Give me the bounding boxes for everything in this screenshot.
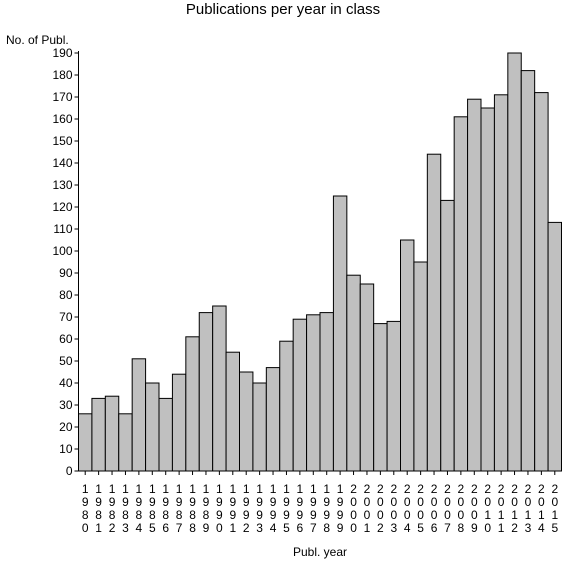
bar-1991 (225, 351, 241, 472)
bar-2000 (346, 274, 361, 472)
bar-1990 (212, 305, 227, 472)
bars-group (78, 52, 563, 472)
bar-1994 (265, 367, 281, 472)
bar-1989 (198, 312, 214, 472)
y-tick-label: 30 (59, 398, 73, 412)
y-tick-label: 180 (52, 68, 72, 82)
bar-2014 (534, 92, 549, 472)
chart-title: Publications per year in class (186, 1, 380, 18)
y-tick-label: 80 (59, 288, 73, 302)
y-tick-label: 90 (59, 266, 73, 280)
bar-1992 (239, 371, 254, 472)
bar-1986 (158, 397, 173, 472)
bar-1996 (292, 318, 308, 472)
bar-1985 (145, 382, 160, 472)
bar-1981 (91, 397, 106, 472)
y-tick-label: 140 (52, 156, 72, 170)
bar-2003 (386, 320, 401, 472)
y-tick-label: 150 (52, 134, 72, 148)
bar-2006 (426, 153, 442, 472)
bar-2005 (413, 261, 428, 472)
y-tick-label: 50 (59, 354, 73, 368)
bar-2012 (507, 52, 522, 472)
bar-2007 (440, 199, 455, 472)
bar-2015 (547, 221, 563, 472)
bar-1982 (104, 395, 120, 472)
bar-1983 (118, 413, 133, 472)
bar-2013 (520, 70, 536, 472)
bar-1993 (252, 382, 267, 472)
x-axis-ticks: 1 9 8 0 1 9 8 1 1 9 8 2 1 9 8 3 1 9 8 4 1 9 8 5 1 9 8 6 1 9 8 7 1 9 8 8 1 9 8 9… (82, 471, 558, 535)
y-tick-label: 100 (52, 244, 72, 258)
bar-1984 (131, 358, 147, 472)
y-tick-label: 20 (59, 420, 73, 434)
bar-2002 (373, 323, 388, 472)
bar-2011 (493, 94, 509, 472)
y-tick-label: 120 (52, 200, 72, 214)
y-axis-label: No. of Publ. (6, 33, 69, 47)
bar-1995 (279, 340, 294, 472)
bar-2001 (359, 283, 375, 472)
bar-1987 (171, 373, 187, 472)
y-tick-label: 110 (53, 222, 72, 236)
y-tick-label: 60 (59, 332, 73, 346)
bar-1980 (78, 413, 93, 472)
y-tick-label: 190 (52, 46, 72, 60)
y-tick-label: 160 (52, 112, 72, 126)
y-tick-label: 170 (52, 90, 72, 104)
bar-2009 (467, 98, 482, 472)
bar-1998 (319, 312, 334, 472)
bar-2004 (400, 239, 415, 472)
y-tick-label: 0 (66, 464, 73, 478)
bar-1988 (185, 336, 200, 472)
bar-2008 (453, 116, 469, 472)
x-axis-label: Publ. year (293, 545, 347, 559)
bar-2010 (480, 107, 495, 472)
bar-1999 (332, 195, 348, 472)
y-tick-label: 10 (59, 442, 73, 456)
y-tick-label: 70 (59, 310, 73, 324)
y-axis-ticks: 0 10 20 30 40 50 60 70 80 90 100 110 120 130 140 150 160… (52, 46, 79, 478)
bar-1997 (306, 314, 321, 472)
y-tick-label: 40 (59, 376, 73, 390)
y-tick-label: 130 (52, 178, 72, 192)
